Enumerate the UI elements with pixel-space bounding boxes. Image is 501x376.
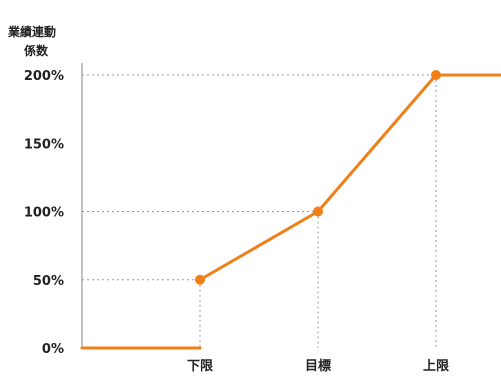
data-point [195,274,205,285]
gridlines [82,74,501,348]
x-tick-label: 上限 [423,359,450,374]
y-axis-label-line-1: 業績連動 [7,24,56,39]
data-point [313,206,323,217]
tick-labels: 0% 50% 100% 150% 200% 下限 目標 上限 [24,69,450,374]
y-tick-label: 150% [24,137,64,152]
x-tick-label: 目標 [305,358,331,374]
series-line-segment [198,73,501,282]
y-axis-label-line-2: 係数 [24,43,49,58]
y-tick-label: 0% [42,342,64,357]
y-tick-label: 50% [33,274,64,289]
x-tick-label: 下限 [187,359,214,374]
markers [195,70,441,285]
y-tick-label: 100% [24,206,64,221]
data-point [431,70,441,80]
y-tick-label: 200% [24,69,64,84]
series [80,73,501,350]
